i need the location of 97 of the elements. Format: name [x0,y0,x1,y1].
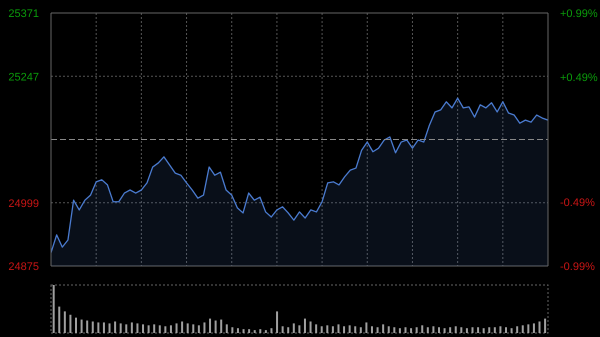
bar [382,324,384,333]
bar [410,328,412,333]
bar [64,311,66,333]
bar [488,327,490,333]
bar [337,324,340,333]
bar [52,285,55,333]
bar [186,323,189,333]
bar [158,325,161,333]
bar [276,311,278,333]
bar [92,321,94,333]
bar [254,330,256,333]
bar [192,324,194,333]
bar [176,323,178,333]
bar [86,320,88,333]
bar [449,327,452,333]
bar [209,318,212,333]
bar [304,318,306,333]
bar [320,326,323,333]
bar [466,328,468,333]
y2-tick-label: +0.49% [560,72,598,84]
bar [532,323,535,333]
bar [454,326,457,333]
bar [148,325,150,333]
bar [398,328,401,333]
bar [438,327,440,333]
bar [231,327,234,333]
bar [360,327,362,333]
bar [516,326,518,333]
bar [248,329,250,333]
bar [326,325,328,333]
bar [404,327,406,333]
y-tick-label: 24999 [8,198,39,210]
bar [332,326,334,333]
bar [236,328,239,333]
y-tick-label: 25371 [8,8,39,20]
bar [153,324,156,333]
y-tick-label: 24875 [8,261,39,273]
bar [538,321,541,333]
bar [494,327,496,333]
bar [264,330,267,333]
bar [354,326,356,333]
bar [142,324,144,333]
bar [527,324,530,333]
bar [393,327,396,333]
bar [282,326,284,333]
bar [510,328,513,333]
bar [421,325,424,333]
bar [522,325,524,333]
bar [97,322,100,333]
bar [242,329,245,333]
bar [287,327,290,333]
bar [75,318,78,333]
bar [130,322,133,333]
bar [505,327,507,333]
bar [432,326,434,333]
bar [108,323,111,333]
y-tick-label: 25247 [8,71,39,84]
bar [482,328,485,333]
bar [343,326,346,333]
bar [114,321,116,333]
bar [376,327,379,333]
y2-tick-label: -0.99% [560,261,596,273]
bar [125,324,128,333]
bar [544,318,546,333]
bar [310,321,312,333]
bar [69,314,72,333]
bar [226,324,228,333]
bar [270,328,272,333]
bar [198,325,200,333]
bar [214,320,217,333]
bar [460,327,462,333]
bar [292,323,295,333]
y2-tick-label: -0.49% [560,197,596,210]
bar [170,325,172,333]
bar [499,326,502,333]
bar [426,327,429,333]
bar [477,327,480,333]
bar [80,320,83,333]
bar [365,322,368,333]
bar [416,327,418,333]
bar [348,325,351,333]
bar [136,323,138,333]
bar [388,326,390,333]
bar [444,328,446,333]
bar [370,326,373,333]
y2-tick-label: +0.99% [560,8,598,20]
bar [102,322,105,333]
bar [58,306,60,333]
bar [471,327,474,333]
bar [164,326,166,333]
bar [315,324,318,333]
bar [181,321,184,333]
bar [220,320,222,333]
bar [298,325,300,333]
bar [203,322,206,333]
bar [120,323,122,333]
bar [259,329,262,333]
